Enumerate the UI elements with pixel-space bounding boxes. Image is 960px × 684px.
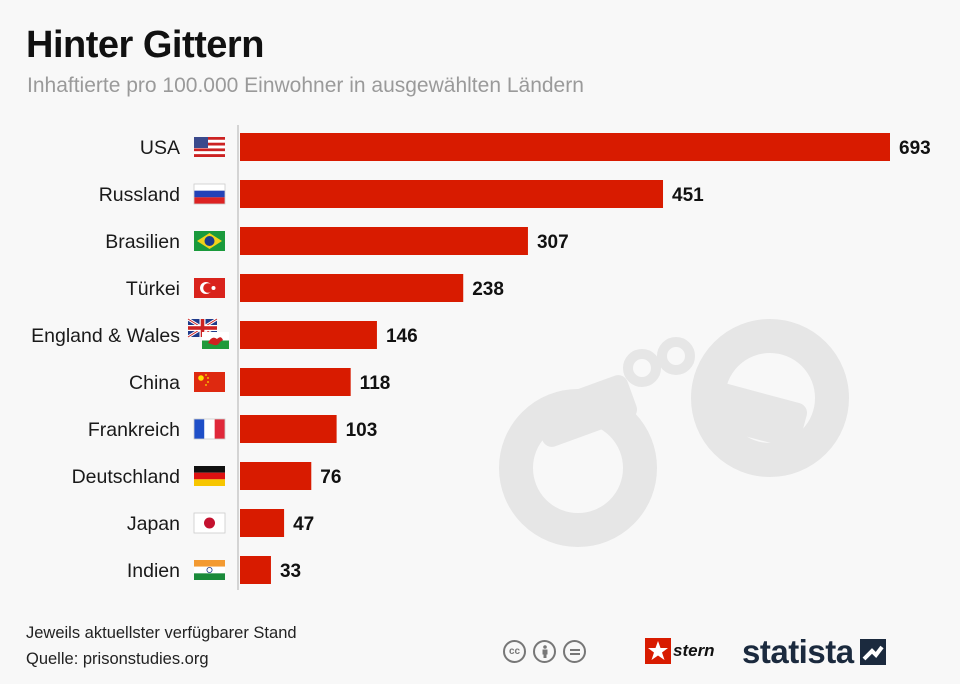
footnote-note: Jeweils aktuellster verfügbarer Stand bbox=[26, 624, 297, 642]
bar-2 bbox=[240, 227, 528, 255]
statista-brand: statista bbox=[742, 633, 854, 670]
category-label: Brasilien bbox=[105, 231, 180, 253]
category-label: China bbox=[129, 372, 180, 394]
germany-flag-icon bbox=[194, 466, 225, 486]
chart-title: Hinter Gittern bbox=[26, 24, 264, 66]
india-flag-icon bbox=[194, 560, 225, 580]
uk-wales-flag-icon bbox=[187, 317, 229, 349]
japan-flag-icon bbox=[193, 512, 226, 534]
category-label: Indien bbox=[127, 560, 180, 582]
bar-1 bbox=[240, 180, 664, 208]
category-label: Frankreich bbox=[88, 419, 180, 441]
bar-5 bbox=[240, 368, 351, 396]
category-label: England & Wales bbox=[31, 325, 180, 347]
category-label: Türkei bbox=[126, 278, 180, 300]
bar-value-label: 118 bbox=[360, 373, 391, 394]
bar-value-label: 693 bbox=[899, 138, 931, 159]
china-flag-icon bbox=[194, 372, 225, 392]
by-icon bbox=[533, 640, 556, 663]
category-label: USA bbox=[140, 137, 180, 159]
bar-value-label: 76 bbox=[320, 467, 341, 488]
category-label: Japan bbox=[127, 513, 180, 535]
category-label: Russland bbox=[99, 184, 180, 206]
france-flag-icon bbox=[193, 418, 226, 440]
footnote-source: Quelle: prisonstudies.org bbox=[26, 650, 209, 668]
bar-value-label: 451 bbox=[672, 185, 704, 206]
bar-9 bbox=[240, 556, 271, 584]
bar-0 bbox=[240, 133, 890, 161]
bar-7 bbox=[240, 462, 312, 490]
bar-8 bbox=[240, 509, 285, 537]
handcuffs-watermark-icon bbox=[499, 319, 849, 547]
bar-value-label: 307 bbox=[537, 232, 569, 253]
bar-value-label: 146 bbox=[386, 326, 418, 347]
bar-value-label: 33 bbox=[280, 561, 301, 582]
us-flag-icon bbox=[194, 137, 225, 157]
russia-flag-icon bbox=[193, 183, 226, 205]
chart-subtitle: Inhaftierte pro 100.000 Einwohner in aus… bbox=[27, 74, 584, 97]
license-icons: cc bbox=[503, 640, 586, 663]
stern-brand: stern bbox=[673, 641, 715, 660]
stern-star-icon bbox=[645, 638, 671, 664]
bar-chart: 693 USA 451 Russland 307 Brasilien 238 Türkei 14… bbox=[31, 125, 931, 590]
nd-icon bbox=[563, 640, 586, 663]
statista-mark-icon bbox=[859, 639, 886, 665]
turkey-flag-icon bbox=[194, 278, 225, 298]
bar-value-label: 47 bbox=[293, 514, 314, 535]
category-label: Deutschland bbox=[72, 466, 180, 488]
cc-icon: cc bbox=[503, 640, 526, 663]
bar-value-label: 103 bbox=[346, 420, 378, 441]
brazil-flag-icon bbox=[194, 231, 225, 251]
stern-logo: stern bbox=[645, 638, 715, 664]
statista-logo: statista bbox=[742, 633, 886, 671]
bar-4 bbox=[240, 321, 377, 349]
bar-value-label: 238 bbox=[472, 279, 504, 300]
bar-6 bbox=[240, 415, 337, 443]
bar-3 bbox=[240, 274, 464, 302]
